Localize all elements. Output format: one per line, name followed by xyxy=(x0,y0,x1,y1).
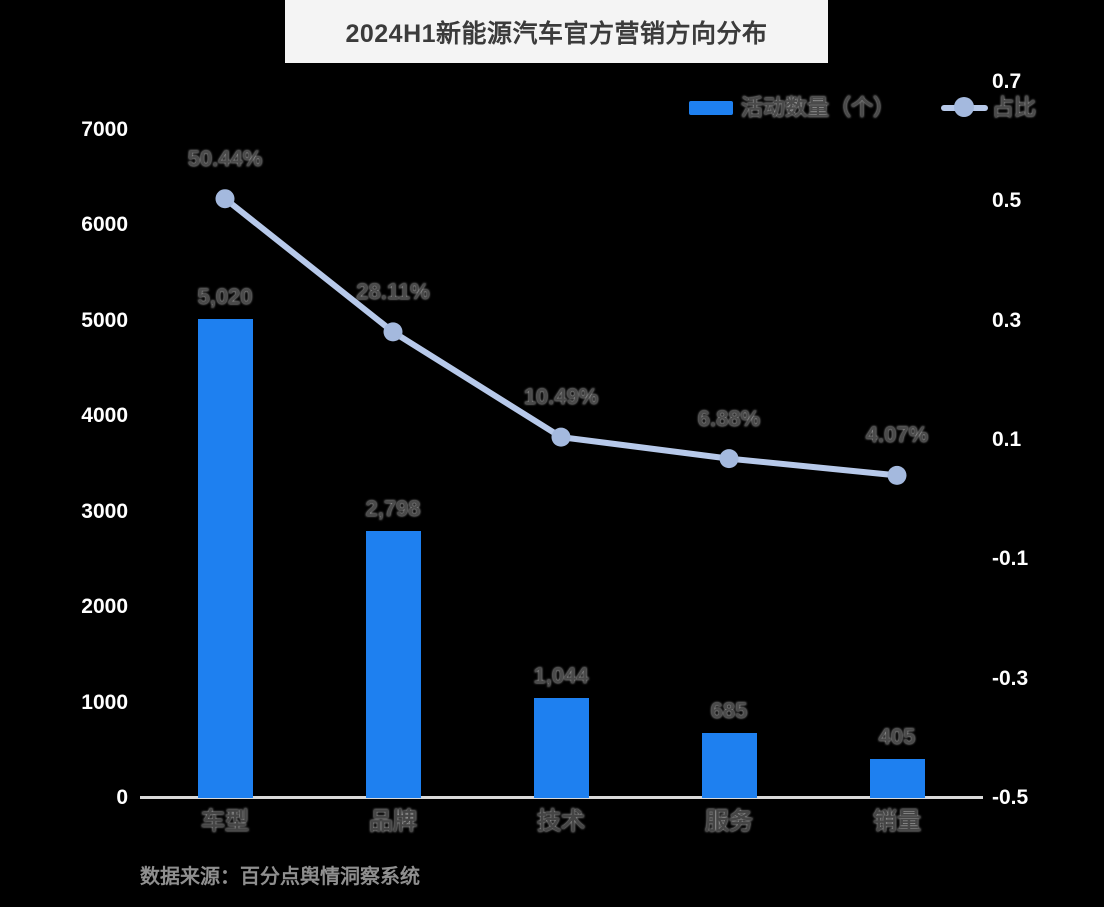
legend-line-dot-icon xyxy=(954,97,974,117)
legend-line-label: 占比 xyxy=(992,95,1037,120)
x-axis-category-label: 车型 xyxy=(201,808,249,835)
legend-bar-swatch-icon xyxy=(689,101,733,115)
bar-value-label: 5,020 xyxy=(197,283,253,309)
x-axis-category-label: 服务 xyxy=(705,808,753,835)
bar-value-label: 405 xyxy=(878,724,916,750)
y-axis-left-tick-label: 1000 xyxy=(81,690,128,714)
bar-value-label: 685 xyxy=(710,697,748,723)
line-point-label: 50.44% xyxy=(187,145,263,171)
chart-title: 2024H1新能源汽车官方营销方向分布 xyxy=(345,19,768,48)
bar xyxy=(365,530,421,798)
y-axis-right-tick-label: -0.3 xyxy=(992,666,1029,690)
bar-value-label: 1,044 xyxy=(533,663,589,689)
y-axis-right-tick-label: -0.5 xyxy=(992,786,1029,809)
bar xyxy=(197,318,253,798)
y-axis-right-tick-label: 0.3 xyxy=(992,308,1022,332)
line-point-label: 28.11% xyxy=(356,278,430,304)
y-axis-right-tick-label: 0.7 xyxy=(992,70,1022,93)
bar xyxy=(869,759,925,798)
y-axis-left-tick-label: 6000 xyxy=(81,213,128,237)
y-axis-left-tick-label: 5000 xyxy=(81,308,128,332)
y-axis-right-tick-label: -0.1 xyxy=(992,547,1029,571)
line-point-label: 6.88% xyxy=(697,405,761,431)
y-axis-right-tick-label: 0.5 xyxy=(992,189,1022,213)
line-point-label: 4.07% xyxy=(865,422,929,448)
bar xyxy=(533,698,589,798)
y-axis-left-tick-label: 3000 xyxy=(81,499,128,523)
x-axis-category-label: 销量 xyxy=(873,808,921,835)
y-axis-left-tick-label: 4000 xyxy=(81,404,128,428)
chart-title-box: 2024H1新能源汽车官方营销方向分布 xyxy=(285,0,828,63)
bar-value-label: 2,798 xyxy=(365,495,421,521)
x-axis-category-label: 技术 xyxy=(537,808,585,835)
line-point-label: 10.49% xyxy=(523,384,599,410)
y-axis-left-tick-label: 7000 xyxy=(81,118,128,141)
source-note: 数据来源：百分点舆情洞察系统 xyxy=(140,866,420,888)
bar xyxy=(701,732,757,798)
y-axis-right-tick-label: 0.1 xyxy=(992,428,1022,451)
x-axis-category-label: 品牌 xyxy=(369,808,417,835)
y-axis-left-tick-label: 0 xyxy=(116,786,128,809)
legend-bar-label: 活动数量（个） xyxy=(741,95,896,120)
y-axis-left-tick-label: 2000 xyxy=(81,595,128,619)
